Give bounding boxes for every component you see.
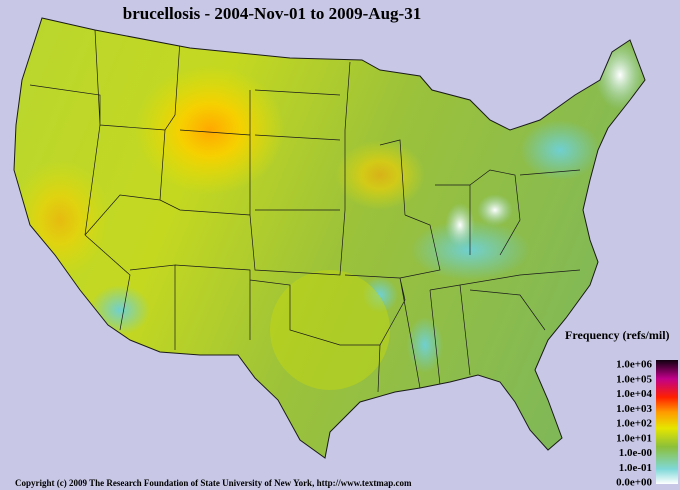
state-borders	[29, 29, 581, 393]
legend-label: 0.0e+00	[616, 477, 652, 489]
legend-label: 1.0e+04	[616, 388, 652, 400]
legend-label: 1.0e+02	[616, 418, 652, 430]
map-title: brucellosis - 2004-Nov-01 to 2009-Aug-31	[123, 4, 421, 23]
legend-labels: 1.0e+06 1.0e+05 1.0e+04 1.0e+03 1.0e+02 1.0e+…	[616, 359, 652, 489]
legend-title: Frequency (refs/mil)	[565, 328, 670, 342]
color-scale	[656, 360, 678, 484]
legend-label: 1.0e+06	[616, 359, 652, 371]
legend-label: 1.0e+03	[616, 403, 652, 415]
legend-label: 1.0e-01	[619, 462, 652, 474]
legend-label: 1.0e+01	[616, 432, 652, 444]
copyright: Copyright (c) 2009 The Research Foundati…	[15, 478, 412, 488]
legend-label: 1.0e+05	[616, 373, 652, 385]
legend-label: 1.0e-00	[619, 447, 653, 459]
